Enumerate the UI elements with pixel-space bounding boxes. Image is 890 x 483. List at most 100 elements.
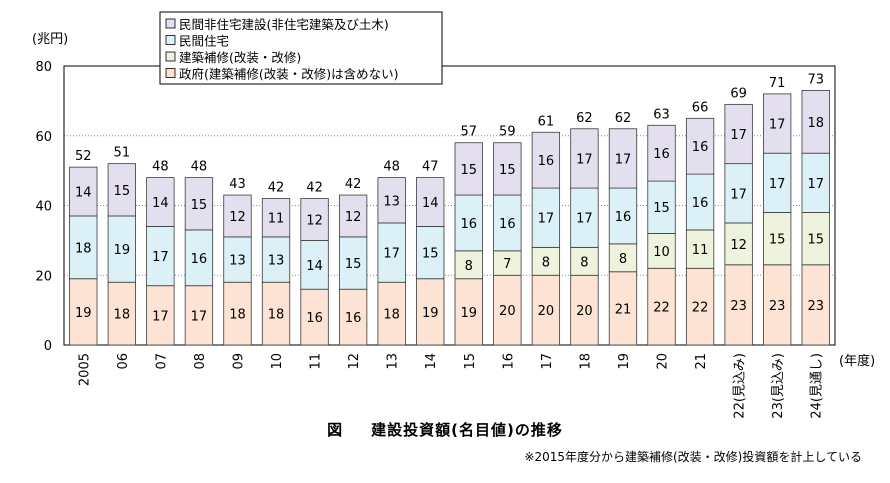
segment-value-label: 16 — [191, 252, 208, 267]
segment-value-label: 17 — [769, 177, 786, 192]
bar-segment — [647, 180, 676, 234]
y-tick-label: 80 — [35, 60, 52, 75]
bar-segment — [377, 177, 406, 224]
legend-entry: 政府(建築補修(改装・改修)は含めない) — [179, 67, 399, 82]
segment-value-label: 17 — [730, 128, 747, 143]
bar-segment — [763, 93, 792, 154]
chart-note: ※2015年度分から建築補修(改装・改修)投資額を計上している — [524, 450, 862, 464]
bar-segment — [647, 232, 676, 269]
bar-segment — [685, 117, 715, 175]
segment-value-label: 23 — [769, 299, 786, 314]
segment-value-label: 12 — [730, 238, 747, 253]
bar-segment — [608, 128, 638, 189]
total-value-label: 71 — [769, 76, 786, 91]
x-tick-label: 06 — [116, 353, 131, 370]
segment-value-label: 12 — [345, 210, 362, 225]
segment-value-label: 13 — [229, 254, 246, 269]
bar-segment — [416, 278, 445, 346]
bar-segment — [300, 198, 329, 241]
segment-value-label: 16 — [345, 311, 362, 326]
bar-segment — [647, 267, 676, 346]
x-tick-label: 21 — [694, 353, 709, 370]
segment-value-label: 14 — [75, 186, 92, 201]
segment-value-label: 16 — [615, 210, 632, 225]
bar-segment — [685, 229, 715, 269]
segment-value-label: 15 — [191, 198, 208, 213]
bar-segment — [608, 243, 638, 273]
segment-value-label: 17 — [769, 118, 786, 133]
x-tick-label: 11 — [309, 353, 324, 370]
x-tick-label: 2005 — [77, 353, 92, 386]
segment-value-label: 15 — [461, 163, 478, 178]
bar-segment — [724, 103, 753, 165]
segment-value-label: 13 — [383, 194, 400, 209]
segment-value-label: 13 — [268, 254, 285, 269]
segment-value-label: 19 — [422, 306, 439, 321]
segment-value-label: 14 — [152, 196, 169, 211]
total-value-label: 48 — [191, 160, 208, 175]
bar-segment — [416, 177, 445, 227]
bar-segment — [107, 281, 136, 346]
segment-value-label: 17 — [191, 309, 208, 324]
segment-value-label: 19 — [114, 243, 131, 258]
x-tick-label: 08 — [193, 353, 208, 370]
bar-segment — [107, 215, 136, 283]
bar-segment — [531, 274, 561, 346]
segment-value-label: 16 — [306, 311, 323, 326]
legend-entry: 民間非住宅建設(非住宅建築及び土木) — [179, 17, 389, 32]
segment-value-label: 7 — [503, 257, 511, 272]
segment-value-label: 17 — [152, 309, 169, 324]
segment-value-label: 17 — [807, 177, 824, 192]
x-tick-label: 23(見込み) — [771, 353, 786, 419]
segment-value-label: 22 — [653, 301, 670, 316]
total-value-label: 42 — [345, 177, 362, 192]
bar-segment — [801, 212, 830, 266]
total-value-label: 42 — [306, 181, 323, 196]
chart-title: 建設投資額(名目値)の推移 — [371, 421, 563, 439]
segment-value-label: 11 — [692, 243, 709, 258]
x-tick-label: 12 — [347, 353, 362, 370]
segment-value-label: 16 — [461, 217, 478, 232]
x-tick-label: 22(見込み) — [733, 353, 748, 419]
total-value-label: 66 — [692, 100, 709, 115]
legend-box — [159, 11, 443, 85]
total-value-label: 52 — [75, 149, 92, 164]
bar-segment — [300, 288, 329, 346]
segment-value-label: 18 — [807, 116, 824, 131]
segment-value-label: 11 — [268, 212, 285, 227]
segment-value-label: 20 — [499, 304, 516, 319]
segment-value-label: 20 — [538, 304, 555, 319]
total-value-label: 57 — [461, 125, 478, 140]
y-axis-unit-label: (兆円) — [32, 32, 68, 47]
x-tick-label: 15 — [463, 353, 478, 370]
bar-segment — [69, 166, 98, 217]
segment-value-label: 8 — [542, 255, 550, 270]
segment-value-label: 10 — [653, 245, 670, 260]
segment-value-label: 17 — [576, 152, 593, 167]
x-tick-label: 17 — [540, 353, 555, 370]
total-value-label: 59 — [499, 125, 516, 140]
legend-swatch — [165, 18, 176, 29]
y-tick-label: 60 — [35, 130, 52, 145]
x-tick-label: 09 — [231, 353, 246, 370]
segment-value-label: 14 — [422, 196, 439, 211]
bar-segment — [454, 278, 483, 346]
bar-segment — [685, 267, 715, 346]
bar-segment — [416, 226, 445, 280]
bar-segment — [184, 229, 214, 287]
segment-value-label: 18 — [383, 308, 400, 323]
total-value-label: 51 — [114, 146, 131, 161]
segment-value-label: 15 — [653, 201, 670, 216]
bar-segment — [184, 177, 214, 231]
bar-segment — [146, 177, 175, 227]
segment-value-label: 17 — [152, 250, 169, 265]
bar-segment — [763, 212, 792, 266]
x-tick-label: 13 — [386, 353, 401, 370]
segment-value-label: 15 — [769, 233, 786, 248]
bar-segment — [531, 187, 561, 248]
segment-value-label: 19 — [75, 306, 92, 321]
segment-value-label: 15 — [345, 257, 362, 272]
x-tick-label: 16 — [501, 353, 516, 370]
segment-value-label: 18 — [114, 308, 131, 323]
x-tick-label: 20 — [656, 353, 671, 370]
